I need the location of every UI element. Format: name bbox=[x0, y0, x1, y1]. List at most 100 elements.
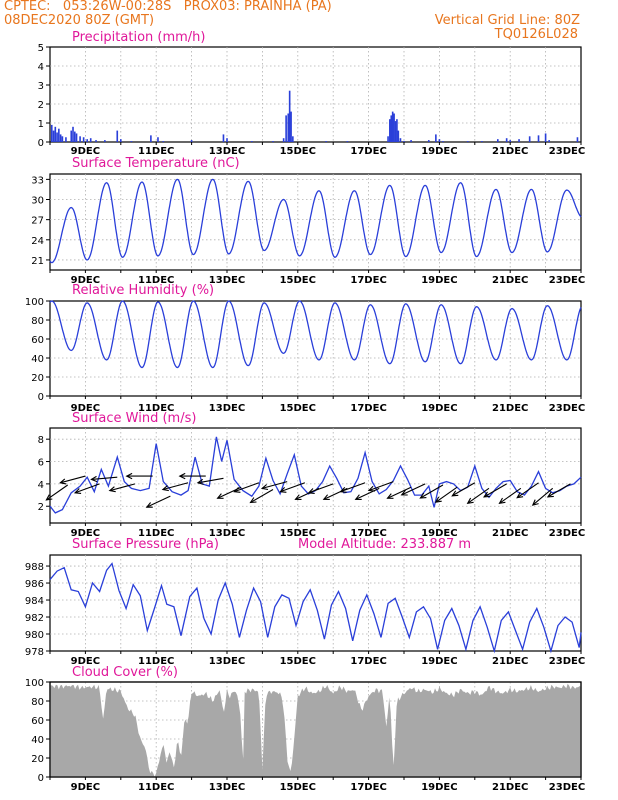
y-tick-label: 4 bbox=[38, 480, 44, 491]
x-tick-label: 17DEC bbox=[350, 275, 386, 286]
precip-bar bbox=[61, 136, 64, 142]
precip-bar bbox=[346, 141, 349, 142]
wind-arrow-head bbox=[90, 475, 98, 483]
precip-bar bbox=[119, 139, 122, 142]
wind-arrow-shaft bbox=[146, 495, 171, 508]
x-tick-label: 23DEC bbox=[549, 656, 585, 667]
y-tick-label: 988 bbox=[25, 562, 44, 573]
y-tick-label: 30 bbox=[31, 196, 44, 207]
y-tick-label: 20 bbox=[31, 373, 44, 384]
x-tick-label: 21DEC bbox=[492, 275, 528, 286]
panel-frame bbox=[49, 46, 582, 143]
y-tick-label: 2 bbox=[38, 502, 44, 513]
precip-bar bbox=[576, 137, 579, 142]
precip-bar bbox=[82, 137, 85, 142]
wind-arrow-head bbox=[367, 485, 375, 492]
wind-arrow-shaft bbox=[547, 483, 571, 498]
precip-bar bbox=[518, 139, 520, 142]
precip-bar bbox=[73, 131, 76, 142]
panel-temp: Surface Temperature (nC) 21 24 27 30 33 9DEC 11… bbox=[31, 156, 585, 286]
precip-bar bbox=[390, 115, 393, 142]
wind-arrow bbox=[451, 482, 476, 497]
precip-bar bbox=[104, 140, 106, 142]
x-tick-label: 23DEC bbox=[549, 146, 585, 157]
x-tick-label: 15DEC bbox=[280, 656, 316, 667]
wind-arrow-shaft bbox=[46, 484, 69, 501]
wind-arrow-head bbox=[145, 502, 153, 508]
wind-arrow-head bbox=[216, 493, 224, 499]
y-tick-label: 2 bbox=[38, 100, 44, 111]
wind-arrow-head bbox=[434, 496, 442, 503]
y-tick-label: 1 bbox=[38, 119, 44, 130]
y-tick-label: 980 bbox=[25, 630, 44, 641]
y-tick-label: 60 bbox=[31, 335, 44, 346]
x-tick-label: 21DEC bbox=[492, 782, 528, 793]
panel-title: Surface Wind (m/s) bbox=[72, 411, 196, 426]
precip-bar bbox=[387, 136, 389, 142]
precip-bar bbox=[162, 141, 165, 142]
wind-arrow bbox=[145, 495, 171, 508]
x-tick-label: 11DEC bbox=[138, 528, 174, 539]
wind-arrow bbox=[233, 482, 260, 493]
wind-arrow-shaft bbox=[308, 483, 334, 494]
wind-arrow-head bbox=[249, 497, 257, 504]
precip-bar bbox=[496, 139, 499, 142]
precip-bar bbox=[86, 139, 88, 142]
wind-arrow-head bbox=[482, 491, 491, 498]
wind-arrow-shaft bbox=[452, 482, 476, 497]
x-tick-label: 19DEC bbox=[421, 403, 457, 414]
panel-precip: Precipitation (mm/h) 0 1 2 3 4 5 9DEC 11DEC 13DEC… bbox=[38, 30, 586, 157]
precip-bar bbox=[89, 138, 92, 142]
wind-arrow-head bbox=[196, 478, 204, 485]
wind-arrow bbox=[516, 482, 539, 499]
x-tick-label: 21DEC bbox=[492, 656, 528, 667]
wind-arrow-head bbox=[400, 489, 408, 496]
panel-frame bbox=[49, 554, 582, 652]
x-tick-label: 13DEC bbox=[209, 403, 245, 414]
precip-bar bbox=[509, 140, 512, 142]
precip-bar bbox=[403, 141, 405, 142]
precip-bar bbox=[544, 133, 547, 142]
x-tick-label: 15DEC bbox=[280, 528, 316, 539]
y-tick-label: 0 bbox=[38, 773, 44, 784]
wind-arrow-shaft bbox=[387, 486, 412, 499]
x-tick-label: 19DEC bbox=[421, 656, 457, 667]
x-tick-label: 13DEC bbox=[209, 146, 245, 157]
y-tick-label: 984 bbox=[25, 596, 44, 607]
wind-arrow-head bbox=[59, 478, 67, 485]
x-tick-label: 9DEC bbox=[71, 275, 100, 286]
y-tick-label: 27 bbox=[31, 216, 44, 227]
y-tick-label: 21 bbox=[31, 256, 44, 267]
wind-arrow-shaft bbox=[197, 477, 224, 484]
x-tick-label: 11DEC bbox=[138, 275, 174, 286]
panel-title: Cloud Cover (%) bbox=[72, 665, 178, 680]
precip-bar bbox=[50, 124, 53, 142]
precip-bar bbox=[95, 140, 97, 142]
panel-title: Relative Humidity (%) bbox=[72, 283, 214, 298]
precip-bar bbox=[325, 141, 327, 142]
wind-arrow bbox=[498, 487, 522, 505]
wind-arrow-head bbox=[260, 484, 269, 491]
wind-arrow-head bbox=[178, 472, 186, 480]
wind-arrow bbox=[59, 475, 86, 485]
wind-arrow-shaft bbox=[250, 488, 274, 503]
y-tick-label: 80 bbox=[31, 697, 44, 708]
precip-bar bbox=[399, 138, 402, 142]
precip-bar bbox=[157, 137, 159, 142]
wind-arrow-head bbox=[233, 487, 241, 493]
x-tick-label: 17DEC bbox=[350, 782, 386, 793]
x-tick-label: 17DEC bbox=[350, 656, 386, 667]
y-tick-label: 982 bbox=[25, 613, 44, 624]
x-tick-label: 9DEC bbox=[71, 528, 100, 539]
y-tick-label: 100 bbox=[25, 678, 44, 689]
wind-arrow bbox=[482, 483, 507, 498]
wind-arrow-shaft bbox=[280, 482, 306, 493]
chart-header: CPTEC: 053:26W-00:28S PROX03: PRAINHA (P… bbox=[0, 0, 618, 44]
precip-bar bbox=[505, 138, 508, 142]
panel-title: Precipitation (mm/h) bbox=[72, 30, 205, 45]
panel-cloud: Cloud Cover (%) 0 20 40 60 80 100 9DEC 11DEC 13DE… bbox=[25, 665, 585, 793]
header-grid-line: Vertical Grid Line: 80Z bbox=[434, 13, 580, 28]
x-tick-label: 15DEC bbox=[280, 403, 316, 414]
wind-arrow-shaft bbox=[401, 483, 426, 496]
